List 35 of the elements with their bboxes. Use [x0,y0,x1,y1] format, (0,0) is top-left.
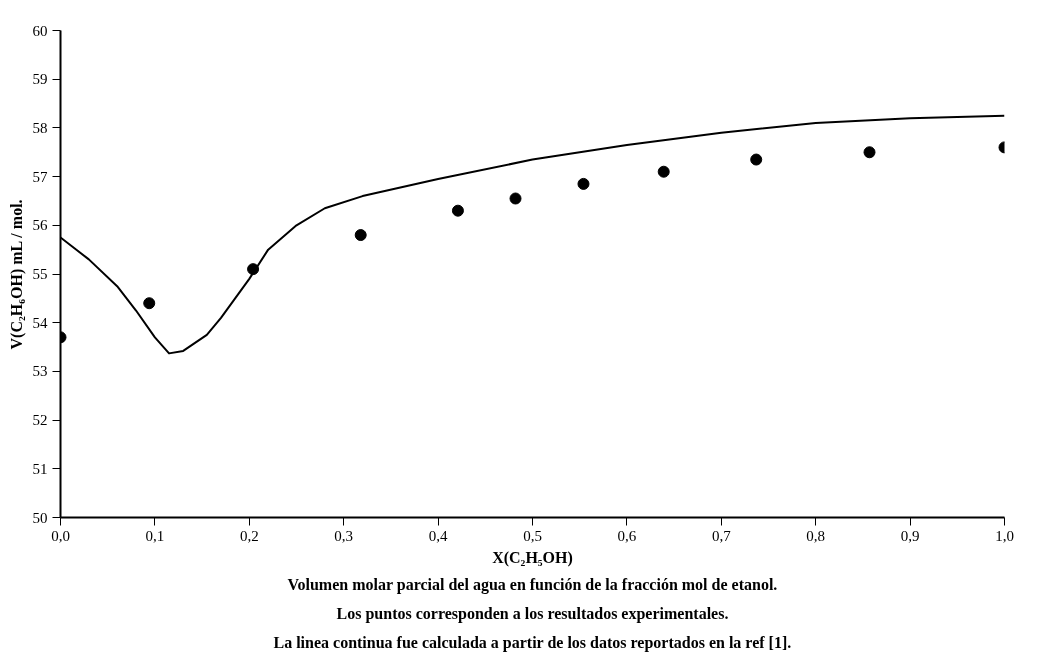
point [451,204,464,217]
y-tick-label: 53 [32,363,48,380]
y-tick-label: 58 [32,119,48,136]
text: Los puntos corresponden a los resultados experimentales. [336,604,729,623]
point [657,165,670,178]
x-tick-label: 0,8 [806,527,826,544]
y-tick-label: 60 [32,22,48,39]
x-tick-label: 0,4 [428,527,448,544]
point [750,153,763,166]
x-tick-label: 0,0 [51,527,70,544]
y-tick-label: 54 [32,314,48,331]
x-tick-label: 0,7 [711,527,732,544]
x-tick-label: 0,2 [239,527,259,544]
y-tick-label: 59 [32,71,48,88]
text: La linea continua fue calculada a partir de los datos reportados en la ref [1]. [273,633,792,652]
point [863,146,876,159]
y-axis-title: V(C₂H₆OH) mL / mol. [7,199,26,350]
y-tick-label: 55 [32,266,48,282]
y-tick-label: 57 [32,168,48,185]
text: Volumen molar parcial del agua en función de la fracción mol de etanol. [287,575,778,594]
y-tick-label: 56 [32,217,48,234]
x-tick-label: 0,1 [145,527,165,544]
x-tick-label: 0,3 [334,527,354,544]
x-tick-label: 1,0 [995,527,1014,544]
x-tick-label: 0,6 [617,527,637,544]
x-axis-title: X(C₂H₅OH) [492,548,573,567]
x-tick-label: 0,9 [900,527,920,544]
y-tick-label: 52 [32,412,48,429]
point [577,177,590,190]
y-tick-label: 51 [32,460,48,477]
point [354,229,367,242]
x-tick-label: 0,5 [523,527,542,544]
y-tick-label: 50 [32,509,48,526]
point [509,192,522,205]
point [143,297,156,310]
